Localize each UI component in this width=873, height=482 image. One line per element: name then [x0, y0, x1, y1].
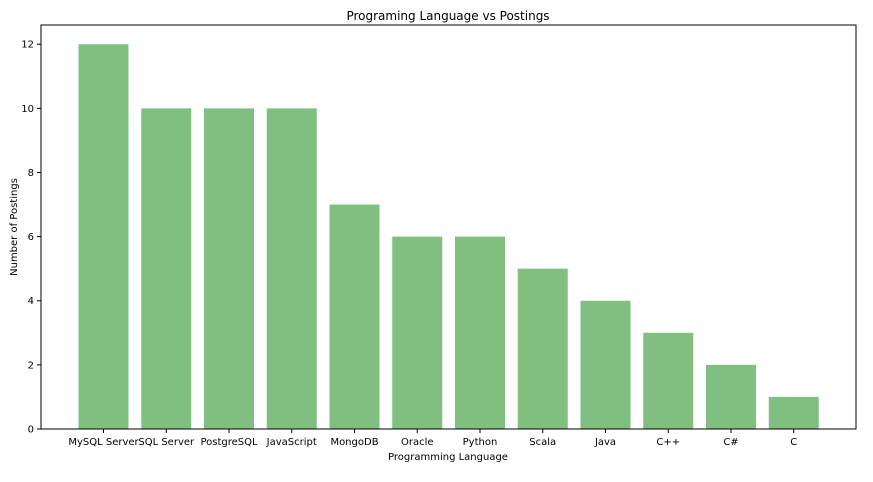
x-tick-label: JavaScript	[266, 437, 317, 448]
y-axis-ticks: 0 2 4 6 8 10 12	[21, 40, 41, 436]
chart-title: Programing Language vs Postings	[346, 9, 549, 23]
bar-scala	[517, 268, 568, 429]
bar-java	[580, 300, 631, 429]
x-axis-ticks: MySQL Server SQL Server PostgreSQL JavaScri…	[68, 429, 797, 448]
bar-sql-server	[141, 108, 192, 429]
y-tick-label: 2	[28, 360, 34, 371]
x-tick-label: C	[790, 437, 797, 448]
x-tick-label: Java	[594, 437, 616, 448]
x-axis-label: Programming Language	[388, 452, 508, 463]
x-tick-label: C#	[723, 437, 738, 448]
x-tick-label: MySQL Server	[68, 437, 139, 448]
x-tick-label: Oracle	[401, 437, 434, 448]
y-tick-label: 4	[28, 296, 34, 307]
bar-c-	[706, 364, 756, 429]
bar-oracle	[392, 236, 443, 429]
y-tick-label: 8	[28, 168, 34, 179]
bar-c-	[643, 332, 694, 429]
bar-c	[768, 396, 819, 429]
bar-mongodb	[329, 204, 380, 429]
y-tick-label: 0	[28, 425, 34, 436]
x-tick-label: C++	[656, 437, 680, 448]
x-tick-label: PostgreSQL	[200, 437, 258, 448]
bar-python	[455, 236, 505, 429]
bar-mysql-server	[78, 44, 129, 429]
x-tick-label: Scala	[529, 437, 556, 448]
x-tick-label: SQL Server	[138, 437, 195, 448]
bars-group	[78, 44, 819, 429]
plot-frame	[40, 24, 857, 430]
y-axis-label: Number of Postings	[9, 178, 20, 276]
x-tick-label: Python	[463, 437, 498, 448]
y-tick-label: 12	[21, 40, 34, 51]
x-tick-label: MongoDB	[330, 437, 378, 448]
bar-javascript	[266, 108, 317, 429]
y-tick-label: 6	[28, 232, 34, 243]
y-tick-label: 10	[21, 104, 34, 115]
bar-postgresql	[204, 108, 254, 429]
